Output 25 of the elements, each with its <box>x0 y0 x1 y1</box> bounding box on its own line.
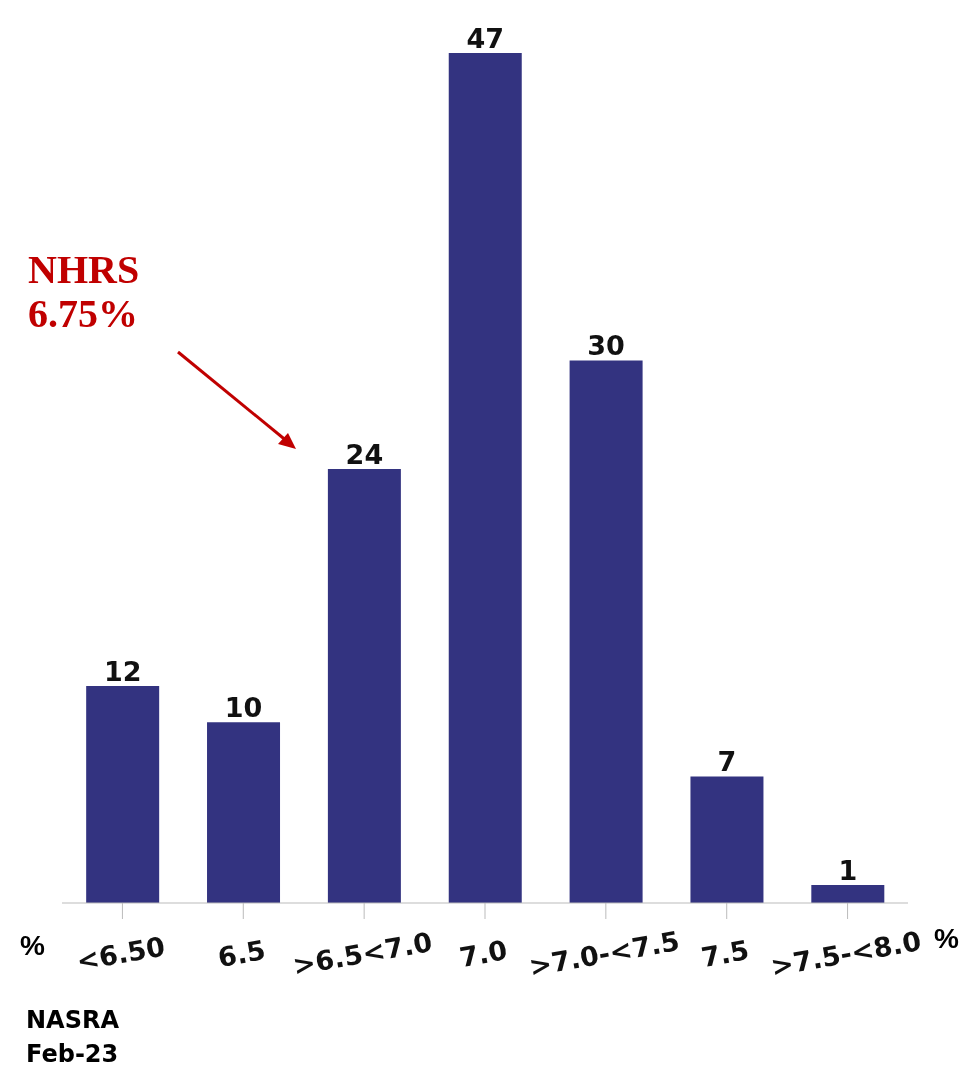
data-label: 1 <box>838 854 858 886</box>
text: % <box>20 930 45 962</box>
data-label: 10 <box>224 692 263 724</box>
text: NASRA Feb-23 <box>26 1005 119 1067</box>
bar <box>569 360 643 903</box>
x-tick-label: 6.5 <box>215 934 268 974</box>
data-label: 7 <box>717 746 737 778</box>
bar <box>448 53 522 903</box>
annotation: NHRS 6.75% <box>28 247 140 336</box>
x-tick-label: 7.5 <box>698 934 752 974</box>
bar <box>811 884 885 903</box>
bar <box>690 776 764 903</box>
data-label: 30 <box>587 330 625 362</box>
x-tick-label: >7.5-<8.0 <box>768 925 924 983</box>
text: % <box>934 923 959 955</box>
data-label: 47 <box>466 23 505 54</box>
bar <box>207 722 281 903</box>
x-tick-label: <6.50 <box>74 930 168 977</box>
data-label: 12 <box>103 655 142 687</box>
x-tick-label: >6.5<7.0 <box>290 926 435 982</box>
x-tick-label: 7.0 <box>457 934 510 974</box>
data-label: 24 <box>345 438 384 470</box>
bar <box>86 685 160 903</box>
x-tick-label: >7.0-<7.5 <box>526 925 682 983</box>
bar <box>327 468 401 903</box>
